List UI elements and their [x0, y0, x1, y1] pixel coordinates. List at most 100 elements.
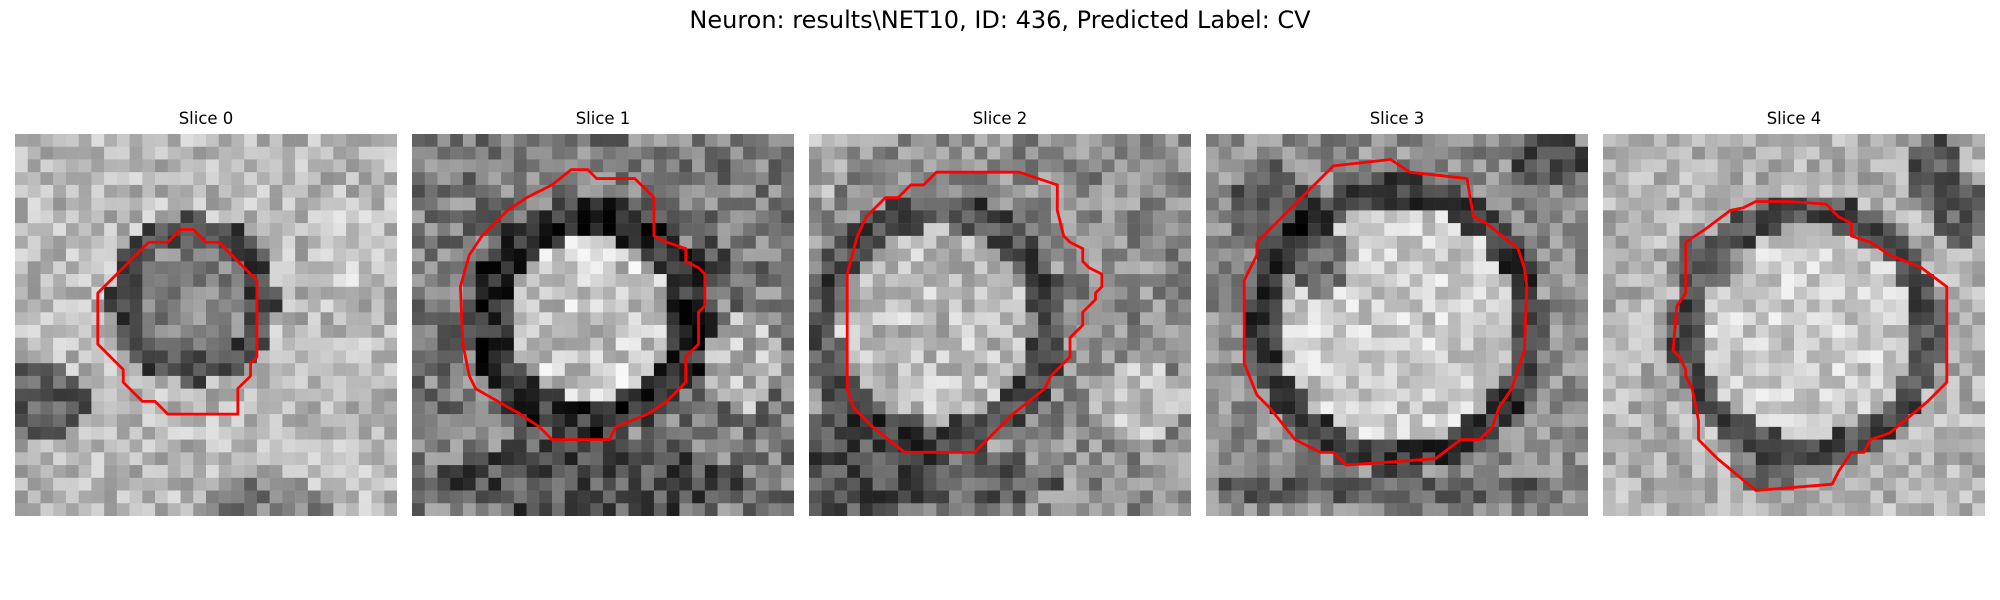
pixel — [704, 388, 718, 402]
pixel — [1511, 286, 1525, 300]
pixel — [1895, 388, 1909, 402]
pixel — [1575, 146, 1588, 160]
pixel — [231, 350, 245, 364]
pixel — [282, 439, 296, 453]
pixel — [1152, 312, 1166, 326]
pixel — [923, 490, 937, 504]
pixel — [424, 503, 438, 516]
pixel — [1435, 503, 1449, 516]
pixel — [1934, 134, 1948, 147]
pixel — [679, 159, 693, 173]
pixel — [1575, 325, 1588, 338]
pixel — [1282, 223, 1296, 237]
pixel — [1730, 261, 1744, 275]
pixel — [1498, 134, 1512, 147]
pixel — [1628, 401, 1642, 415]
pixel — [717, 465, 731, 479]
pixel — [910, 439, 924, 453]
pixel — [346, 286, 360, 300]
pixel — [155, 363, 169, 377]
pixel — [1972, 312, 1985, 326]
pixel — [180, 197, 194, 211]
pixel — [539, 490, 553, 504]
pixel — [809, 261, 822, 275]
pixel — [1524, 401, 1538, 415]
pixel — [743, 363, 757, 377]
pixel — [809, 388, 822, 402]
pixel — [1025, 490, 1039, 504]
pixel — [1447, 312, 1461, 326]
pixel — [1409, 388, 1423, 402]
pixel — [1307, 261, 1321, 275]
pixel — [53, 172, 67, 186]
pixel — [1524, 503, 1538, 516]
pixel — [424, 184, 438, 198]
pixel — [501, 223, 515, 237]
pixel — [1717, 439, 1731, 453]
pixel — [1692, 248, 1706, 262]
pixel — [1806, 210, 1820, 224]
pixel — [1743, 261, 1757, 275]
pixel — [1333, 375, 1347, 389]
pixel — [244, 439, 258, 453]
pixel — [384, 503, 397, 516]
pixel — [755, 197, 769, 211]
pixel — [1178, 197, 1191, 211]
pixel — [641, 134, 655, 147]
pixel — [526, 299, 540, 313]
pixel — [231, 363, 245, 377]
pixel — [961, 159, 975, 173]
pixel — [781, 465, 794, 479]
pixel — [717, 146, 731, 160]
pixel — [155, 477, 169, 491]
pixel — [564, 286, 578, 300]
pixel — [526, 452, 540, 466]
pixel — [1012, 134, 1026, 147]
pixel — [1422, 465, 1436, 479]
pixel — [1743, 134, 1757, 147]
pixel — [834, 159, 848, 173]
pixel — [1946, 350, 1960, 364]
pixel — [155, 490, 169, 504]
pixel — [1755, 414, 1769, 428]
pixel — [1921, 210, 1935, 224]
pixel — [15, 388, 28, 402]
pixel — [1076, 134, 1090, 147]
pixel — [949, 159, 963, 173]
pixel — [768, 414, 782, 428]
pixel — [910, 286, 924, 300]
pixel — [450, 172, 464, 186]
pixel — [1152, 388, 1166, 402]
pixel — [552, 426, 566, 440]
pixel — [1832, 223, 1846, 237]
pixel — [1781, 197, 1795, 211]
pixel — [1346, 414, 1360, 428]
pixel — [539, 401, 553, 415]
pixel — [244, 235, 258, 249]
pixel — [1615, 172, 1629, 186]
pixel — [231, 503, 245, 516]
pixel — [142, 490, 156, 504]
pixel — [1358, 439, 1372, 453]
pixel — [1844, 159, 1858, 173]
pixel — [1946, 477, 1960, 491]
pixel — [730, 388, 744, 402]
pixel — [1921, 337, 1935, 351]
pixel — [129, 490, 143, 504]
pixel — [1127, 184, 1141, 198]
pixel — [450, 159, 464, 173]
pixel — [1794, 261, 1807, 275]
pixel — [65, 210, 79, 224]
pixel — [78, 172, 92, 186]
pixel — [488, 414, 502, 428]
pixel — [513, 363, 527, 377]
pixel — [1883, 261, 1897, 275]
pixel — [1050, 325, 1064, 338]
pixel — [564, 490, 578, 504]
pixel — [1972, 477, 1985, 491]
pixel — [129, 134, 143, 147]
pixel — [1218, 439, 1232, 453]
pixel — [1603, 274, 1616, 288]
pixel — [666, 477, 680, 491]
pixel — [1511, 401, 1525, 415]
